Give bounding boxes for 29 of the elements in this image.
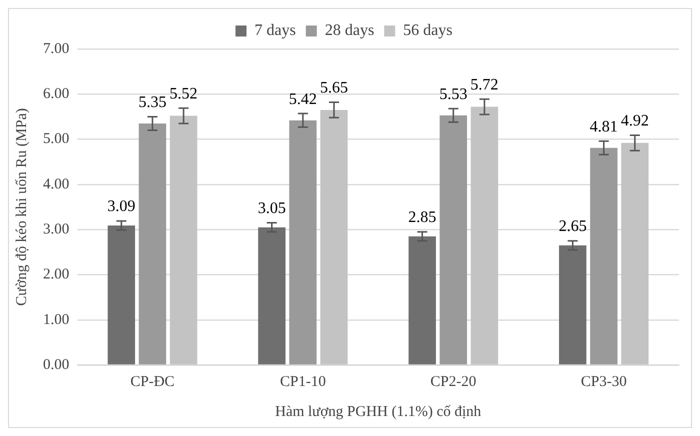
data-label: 2.85 (408, 209, 436, 226)
data-label: 5.52 (170, 85, 198, 102)
y-tick-label: 3.00 (43, 222, 70, 238)
y-tick-label: 1.00 (43, 312, 70, 328)
x-axis-title: Hàm lượng PGHH (1.1%) cố định (275, 404, 482, 420)
y-tick-label: 5.00 (43, 131, 70, 148)
legend-label: 28 days (324, 22, 374, 40)
data-label: 4.81 (590, 118, 618, 136)
legend-label: 7 days (254, 22, 296, 40)
data-label: 5.65 (320, 79, 348, 96)
data-label: 3.05 (258, 200, 286, 218)
y-tick-label: 4.00 (43, 176, 70, 192)
y-tick-label: 7.00 (43, 40, 70, 57)
data-label: 5.35 (138, 94, 166, 111)
y-tick-label: 0.00 (43, 356, 70, 373)
y-tick-label: 6.00 (43, 86, 70, 102)
x-tick-label: CP1-10 (280, 374, 326, 390)
data-label: 4.92 (620, 112, 649, 130)
y-axis-title: Cường độ kéo khi uốn Ru (MPa) (14, 108, 30, 306)
data-label: 3.09 (107, 198, 136, 216)
data-label: 5.53 (439, 86, 468, 103)
x-tick-label: CP3-30 (580, 374, 627, 390)
y-tick-label: 2.00 (43, 266, 70, 283)
x-tick-label: CP-ĐC (130, 374, 175, 390)
data-label: 5.72 (470, 76, 498, 94)
x-tick-label: CP2-20 (430, 374, 476, 390)
data-label: 5.42 (288, 90, 317, 108)
legend-label: 56 days (403, 22, 452, 40)
data-label: 2.65 (558, 218, 587, 236)
